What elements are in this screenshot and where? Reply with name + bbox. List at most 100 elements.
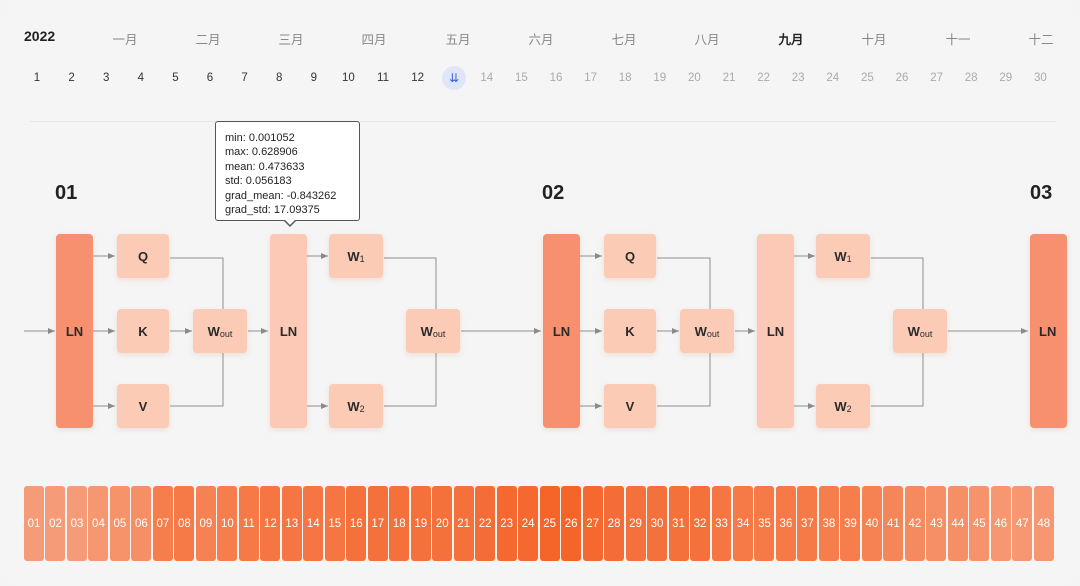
day-item[interactable]: 25: [860, 72, 874, 84]
layer-cell[interactable]: 43: [926, 486, 947, 561]
day-item[interactable]: 17: [584, 72, 597, 84]
day-item[interactable]: 22: [757, 72, 770, 84]
layer-cell[interactable]: 05: [109, 486, 130, 561]
month-tab[interactable]: 六月: [528, 33, 554, 47]
layernorm-box[interactable]: LN: [757, 234, 794, 428]
layernorm-box[interactable]: LN: [1030, 234, 1067, 428]
day-item[interactable]: 29: [999, 72, 1013, 84]
layer-cell[interactable]: 31: [668, 486, 689, 561]
layernorm-box[interactable]: LN: [56, 234, 93, 428]
layer-cell[interactable]: 47: [1012, 486, 1033, 561]
layer-cell[interactable]: 11: [238, 486, 259, 561]
layer-cell[interactable]: 08: [174, 486, 195, 561]
layer-cell[interactable]: 16: [346, 486, 367, 561]
day-item[interactable]: 24: [826, 72, 840, 84]
layer-cell[interactable]: 03: [66, 486, 87, 561]
month-tab[interactable]: 九月: [778, 33, 804, 47]
day-item[interactable]: 26: [895, 72, 909, 84]
layer-cell[interactable]: 30: [647, 486, 668, 561]
layer-cell[interactable]: 40: [861, 486, 882, 561]
day-item[interactable]: 9: [310, 72, 317, 84]
layer-cell[interactable]: 04: [88, 486, 109, 561]
month-tab[interactable]: 十二: [1028, 33, 1054, 47]
layer-cell[interactable]: 06: [131, 486, 152, 561]
layer-cell[interactable]: 10: [217, 486, 238, 561]
layer-cell[interactable]: 33: [711, 486, 732, 561]
layer-cell[interactable]: 12: [260, 486, 281, 561]
layer-cell[interactable]: 14: [303, 486, 324, 561]
day-item[interactable]: 8: [275, 72, 283, 84]
day-item[interactable]: 1: [33, 72, 41, 84]
day-item[interactable]: 10: [341, 72, 355, 84]
current-day-marker-icon[interactable]: ⇊: [442, 66, 466, 90]
day-item[interactable]: 6: [206, 72, 214, 84]
layer-cell[interactable]: 23: [496, 486, 517, 561]
layer-cell[interactable]: 25: [539, 486, 560, 561]
layer-cell[interactable]: 17: [367, 486, 388, 561]
layer-cell[interactable]: 32: [690, 486, 710, 561]
month-tab[interactable]: 二月: [195, 33, 221, 47]
layer-cell[interactable]: 09: [195, 486, 216, 561]
layer-cell[interactable]: 44: [947, 486, 968, 561]
layer-cell[interactable]: 07: [152, 486, 173, 561]
day-item[interactable]: 4: [137, 72, 144, 84]
day-item[interactable]: 5: [172, 72, 179, 84]
day-item[interactable]: 14: [480, 72, 494, 84]
layer-cell[interactable]: 20: [432, 486, 453, 561]
day-item[interactable]: 7: [241, 72, 248, 84]
day-item[interactable]: 28: [964, 72, 978, 84]
layer-cell[interactable]: 34: [732, 486, 753, 561]
layer-cell[interactable]: 13: [281, 486, 302, 561]
layer-cell[interactable]: 48: [1033, 486, 1054, 561]
month-tab[interactable]: 四月: [361, 33, 387, 47]
layer-cell[interactable]: 36: [775, 486, 796, 561]
layer-cell[interactable]: 22: [475, 486, 496, 561]
day-item[interactable]: 23: [791, 72, 805, 84]
layer-cell[interactable]: 38: [818, 486, 839, 561]
month-tab[interactable]: 五月: [445, 33, 471, 47]
layer-cell[interactable]: 41: [883, 486, 904, 561]
layer-cell[interactable]: 15: [324, 486, 345, 561]
layer-cell[interactable]: 02: [45, 486, 66, 561]
month-tab[interactable]: 一月: [112, 33, 138, 47]
layer-cell[interactable]: 21: [453, 486, 474, 561]
day-item[interactable]: 19: [653, 72, 667, 84]
month-tab[interactable]: 七月: [611, 33, 637, 47]
day-item[interactable]: 12: [411, 72, 424, 84]
layer-cell[interactable]: 35: [754, 486, 775, 561]
day-item[interactable]: 15: [514, 72, 528, 84]
day-item[interactable]: 21: [722, 72, 736, 84]
day-item[interactable]: 2: [68, 72, 75, 84]
q-projection-box[interactable]: Q: [604, 234, 656, 278]
layer-cell[interactable]: 27: [582, 486, 603, 561]
layer-cell[interactable]: 29: [625, 486, 646, 561]
layer-cell[interactable]: 26: [561, 486, 582, 561]
layer-cell[interactable]: 28: [604, 486, 625, 561]
layernorm-box[interactable]: LN: [543, 234, 580, 428]
layer-cell[interactable]: 01: [24, 486, 44, 561]
layernorm-box[interactable]: LN: [270, 234, 307, 428]
v-projection-box[interactable]: V: [117, 384, 169, 428]
layer-cell[interactable]: 37: [797, 486, 818, 561]
day-item[interactable]: 16: [549, 72, 563, 84]
layer-cell[interactable]: 39: [840, 486, 861, 561]
layer-cell[interactable]: 18: [389, 486, 410, 561]
month-tab[interactable]: 八月: [694, 33, 720, 47]
day-item[interactable]: 18: [618, 72, 632, 84]
v-projection-box[interactable]: V: [604, 384, 656, 428]
month-tab[interactable]: 十月: [861, 33, 887, 47]
k-projection-box[interactable]: K: [604, 309, 656, 353]
q-projection-box[interactable]: Q: [117, 234, 169, 278]
day-item[interactable]: 30: [1033, 72, 1047, 84]
layer-cell[interactable]: 46: [990, 486, 1011, 561]
layer-cell[interactable]: 45: [969, 486, 990, 561]
month-tab[interactable]: 三月: [278, 33, 304, 47]
layer-cell[interactable]: 42: [904, 486, 925, 561]
